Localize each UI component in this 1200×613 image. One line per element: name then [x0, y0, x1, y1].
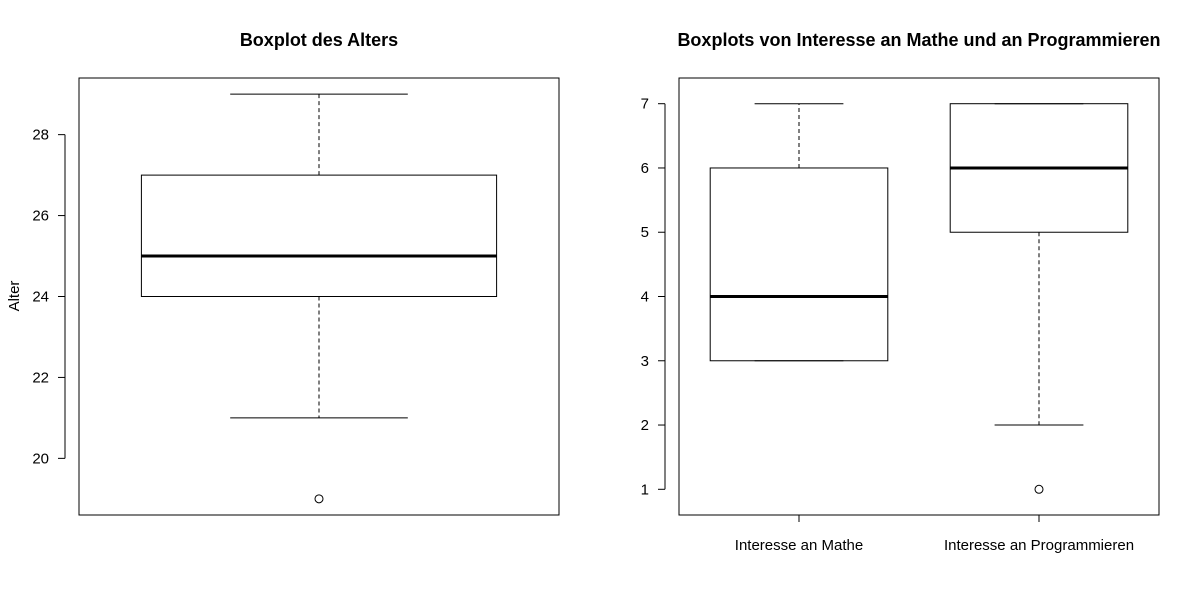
y-tick-label: 7: [641, 96, 649, 113]
y-tick-label: 4: [641, 289, 649, 306]
y-tick-label: 20: [32, 450, 49, 467]
box-group: [140, 93, 498, 504]
y-tick-label: 24: [32, 289, 49, 306]
y-tick-label: 5: [641, 224, 649, 241]
box-group: [709, 103, 889, 362]
y-tick-label: 3: [641, 353, 649, 370]
x-tick-label: Interesse an Programmieren: [944, 537, 1134, 554]
age-boxplot-panel: Boxplot des Alters Alter 20 22 24 26 28: [6, 30, 560, 516]
y-tick-label: 1: [641, 481, 649, 498]
iqr-box: [140, 174, 498, 297]
y-axis: 1 2 3 4 5 6 7: [641, 96, 666, 498]
x-tick-label: Interesse an Mathe: [735, 537, 863, 554]
iqr-box: [709, 167, 889, 362]
y-tick-label: 26: [32, 208, 49, 225]
x-axis: Interesse an Mathe Interesse an Programmi…: [735, 514, 1134, 554]
plot-frame: [78, 77, 560, 516]
outlier-point: [314, 494, 324, 504]
box-group: [949, 103, 1129, 494]
y-tick-label: 22: [32, 369, 49, 386]
y-tick-label: 6: [641, 160, 649, 177]
boxes: [140, 93, 498, 504]
y-tick-label: 2: [641, 417, 649, 434]
chart-title: Boxplots von Interesse an Mathe und an P…: [677, 30, 1160, 50]
y-axis: 20 22 24 26 28: [32, 127, 66, 467]
outlier-point: [1034, 484, 1044, 494]
interest-boxplot-panel: Boxplots von Interesse an Mathe und an P…: [641, 30, 1161, 554]
y-axis-label: Alter: [6, 281, 23, 312]
chart-title: Boxplot des Alters: [240, 30, 398, 50]
boxes: [709, 103, 1129, 494]
y-tick-label: 28: [32, 127, 49, 144]
